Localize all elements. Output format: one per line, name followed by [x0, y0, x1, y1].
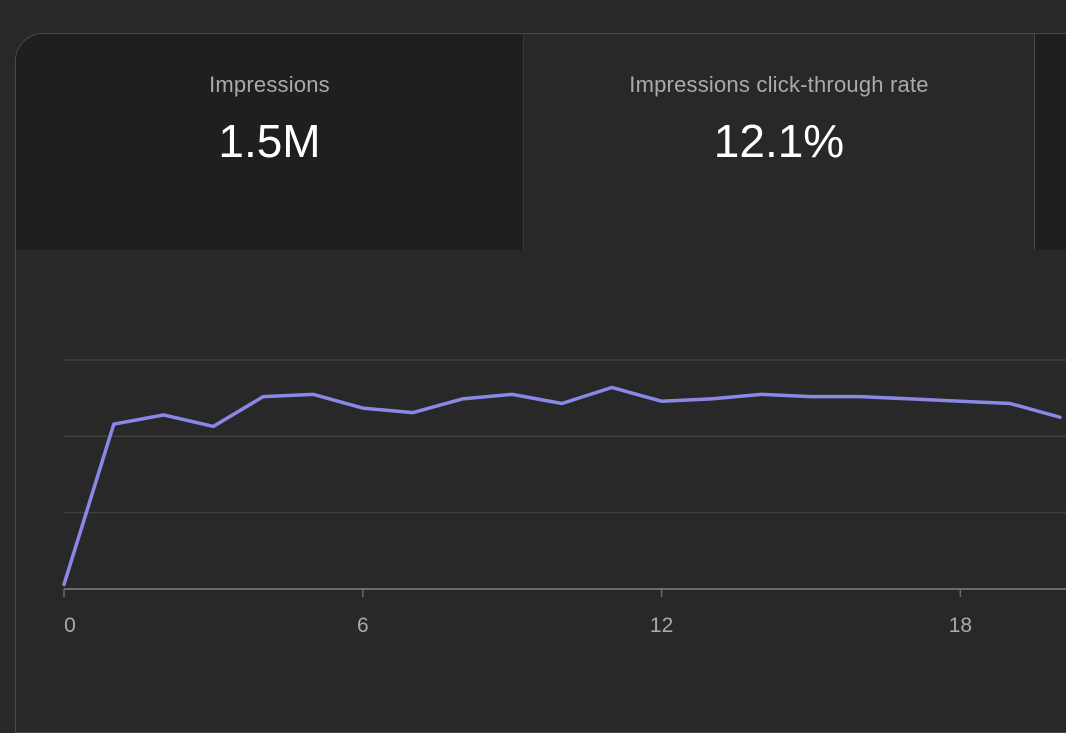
line-chart-svg: 0 6 12 18: [62, 359, 1066, 637]
analytics-card: Impressions 1.5M Impressions click-throu…: [15, 33, 1066, 733]
x-tick-label: 12: [650, 614, 673, 637]
x-tick-label: 18: [949, 614, 972, 637]
series-line: [62, 385, 1062, 587]
metric-tab-impressions[interactable]: Impressions 1.5M: [16, 34, 524, 250]
metric-tab-impressions-ctr[interactable]: Impressions click-through rate 12.1%: [524, 34, 1035, 250]
metric-value: 1.5M: [218, 115, 321, 167]
metric-value: 12.1%: [713, 115, 845, 167]
x-tick-label: 6: [357, 614, 369, 637]
metric-label: Impressions click-through rate: [629, 72, 929, 97]
metric-tab-next[interactable]: [1035, 34, 1066, 250]
x-tick-label: 0: [64, 614, 76, 637]
line-chart: 0 6 12 18: [62, 359, 1066, 637]
metric-label: Impressions: [209, 72, 330, 97]
